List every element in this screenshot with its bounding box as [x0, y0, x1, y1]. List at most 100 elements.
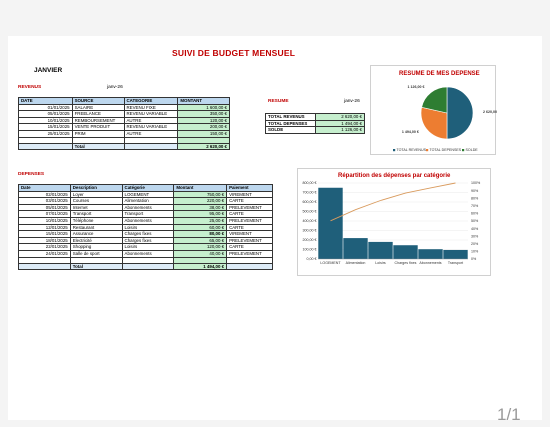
bar-chart-title: Répartition des dépenses par catégorie — [338, 173, 451, 179]
legend-label: TOTAL REVENUS — [397, 148, 427, 152]
depenses-label: DEPENSES — [18, 172, 45, 177]
depenses-cell: 05/01/2025 — [18, 203, 71, 212]
table-row: 07/01/2025 Transport Transport 95,00 € CARTE — [18, 210, 273, 218]
summary-row: TOTAL REVENUS 2 620,00 € — [265, 113, 366, 121]
depenses-cell: 10/01/2025 — [18, 216, 71, 225]
pie-slice — [421, 86, 448, 114]
summary-value: 2 620,00 € — [314, 113, 366, 121]
bar — [393, 245, 418, 259]
depenses-cell: Salle de sport — [69, 249, 123, 258]
table-row: 25/01/2025 PRIM AUTRE 150,00 € — [18, 129, 230, 138]
depenses-cell: Transport — [121, 210, 175, 218]
pie-slice — [420, 106, 448, 140]
depenses-cell: Restaurant — [69, 223, 123, 232]
y-tick-label: 600,00 € — [303, 200, 317, 204]
legend-swatch — [393, 149, 396, 152]
summary-value: 1 126,00 € — [314, 126, 366, 134]
depenses-cell: Alimentation — [121, 197, 175, 205]
total-value: 1 494,00 € — [173, 262, 228, 271]
revenus-cell: 25/01/2025 — [18, 129, 73, 138]
depenses-cell: Charges fixes — [121, 236, 175, 245]
depenses-cell: 07/01/2025 — [18, 210, 71, 218]
y2-tick-label: 50% — [471, 219, 479, 223]
blank-cell — [123, 142, 179, 151]
summary-row: SOLDE 1 126,00 € — [265, 126, 366, 134]
depenses-cell: Abonnements — [121, 249, 175, 258]
revenus-cell: 200,00 € — [177, 123, 230, 131]
total-row: Total 2 620,00 € — [18, 142, 230, 151]
blank-cell — [121, 262, 175, 271]
total-label: Total — [69, 262, 123, 271]
depenses-cell: PRELEVEMENT — [226, 203, 273, 212]
depenses-table: Date Description Catégorie Montant Paiement … — [18, 184, 273, 271]
table-row: 03/01/2025 Courses Alimentation 220,00 € CAR… — [18, 197, 273, 205]
y2-tick-label: 40% — [471, 227, 479, 231]
depenses-cell: 24/01/2025 — [18, 249, 71, 258]
total-label: Total — [71, 142, 125, 151]
bar — [418, 249, 443, 259]
page-number: 1/1 — [497, 405, 521, 424]
blank-cell — [18, 262, 71, 271]
blank-cell — [18, 142, 73, 151]
total-row: Total 1 494,00 € — [18, 262, 273, 271]
revenus-cell: 120,00 € — [177, 116, 230, 125]
table-row: 01/01/2025 SALAIRE REVENU FIXE 1 600,00 € — [18, 103, 230, 112]
depenses-cell: CARTE — [226, 210, 273, 218]
depenses-cell: Abonnements — [121, 203, 175, 212]
legend-label: TOTAL DEPENSES — [430, 148, 462, 152]
depenses-cell: PRELEVEMENT — [226, 216, 273, 225]
depenses-cell: 60,00 € — [173, 223, 228, 232]
depenses-cell: Shopping — [69, 243, 123, 251]
table-row: 18/01/2025 Electricité Charges fixes 65,00 … — [18, 236, 273, 245]
legend-swatch — [462, 149, 465, 152]
pie-chart-box: RESUME DE MES DEPENSE 2 620,00 € 1 494,00… — [370, 65, 497, 155]
pie-chart-title: RESUME DE MES DEPENSE — [399, 71, 480, 77]
depenses-cell: 38,00 € — [173, 203, 228, 212]
depenses-cell: CARTE — [226, 243, 273, 251]
y2-tick-label: 100% — [471, 181, 481, 185]
depenses-cell: 750,00 € — [173, 190, 228, 199]
depenses-cell: 65,00 € — [173, 236, 228, 245]
revenus-header-cell: MONTANT — [177, 97, 230, 105]
revenus-cell: REVENU VARIABLE — [123, 110, 179, 118]
revenus-cell: 1 600,00 € — [177, 103, 230, 112]
depenses-header-cell: Montant — [173, 184, 228, 192]
bar-chart-box: Répartition des dépenses par catégorie 0… — [297, 168, 491, 276]
revenus-cell: FREELANCE — [71, 110, 125, 118]
pie-data-label: 1 126,00 € — [408, 85, 425, 89]
revenus-cell: 10/01/2025 — [18, 116, 73, 125]
resume-table: TOTAL REVENUS 2 620,00 € TOTAL DEPENSES 1 4… — [265, 113, 366, 134]
y-tick-label: 700,00 € — [303, 191, 317, 195]
y2-tick-label: 0% — [471, 257, 477, 261]
table-row: 05/01/2025 Internet Abonnements 38,00 € PREL… — [18, 203, 273, 212]
pie-chart: 2 620,00 € 1 494,00 € 1 126,00 € TOTAL REVE… — [393, 85, 497, 152]
revenus-table: DATE SOURCE CATEGORIE MONTANT 01/01/2025 SAL… — [18, 97, 230, 151]
y2-tick-label: 80% — [471, 196, 479, 200]
resume-label: RESUME — [268, 99, 289, 104]
bar — [443, 249, 468, 259]
depenses-cell: PRELEVEMENT — [226, 236, 273, 245]
x-tick-label: Charges fixes — [395, 261, 417, 265]
pie-data-label: 2 620,00 € — [483, 110, 497, 114]
y2-tick-label: 10% — [471, 250, 479, 254]
x-tick-label: Alimentation — [346, 261, 366, 265]
revenus-cell: REMBOURSEMENT — [71, 116, 125, 125]
depenses-cell: Internet — [69, 203, 123, 212]
depenses-cell: CARTE — [226, 223, 273, 232]
revenus-cell: SALAIRE — [71, 103, 125, 112]
revenus-header-cell: CATEGORIE — [123, 97, 179, 105]
depenses-cell: 15/01/2025 — [18, 230, 71, 238]
y-tick-label: 500,00 € — [303, 210, 317, 214]
depenses-cell: VIREMENT — [226, 230, 273, 238]
depenses-cell: 03/01/2025 — [18, 197, 71, 205]
depenses-header-cell: Paiement — [226, 184, 273, 192]
cumulative-line — [330, 182, 456, 222]
depenses-cell: VIREMENT — [226, 190, 273, 199]
table-row: 10/01/2025 REMBOURSEMENT AUTRE 120,00 € — [18, 116, 230, 125]
legend-label: SOLDE — [466, 148, 479, 152]
table-row: 15/01/2025 Assurance Charges fixes 80,00 € V… — [18, 230, 273, 238]
x-tick-label: Loisirs — [375, 261, 386, 265]
y-tick-label: 300,00 € — [303, 229, 317, 233]
table-row: 12/01/2025 Restaurant Loisirs 60,00 € CARTE — [18, 223, 273, 232]
revenus-cell: REVENU VARIABLE — [123, 123, 179, 131]
